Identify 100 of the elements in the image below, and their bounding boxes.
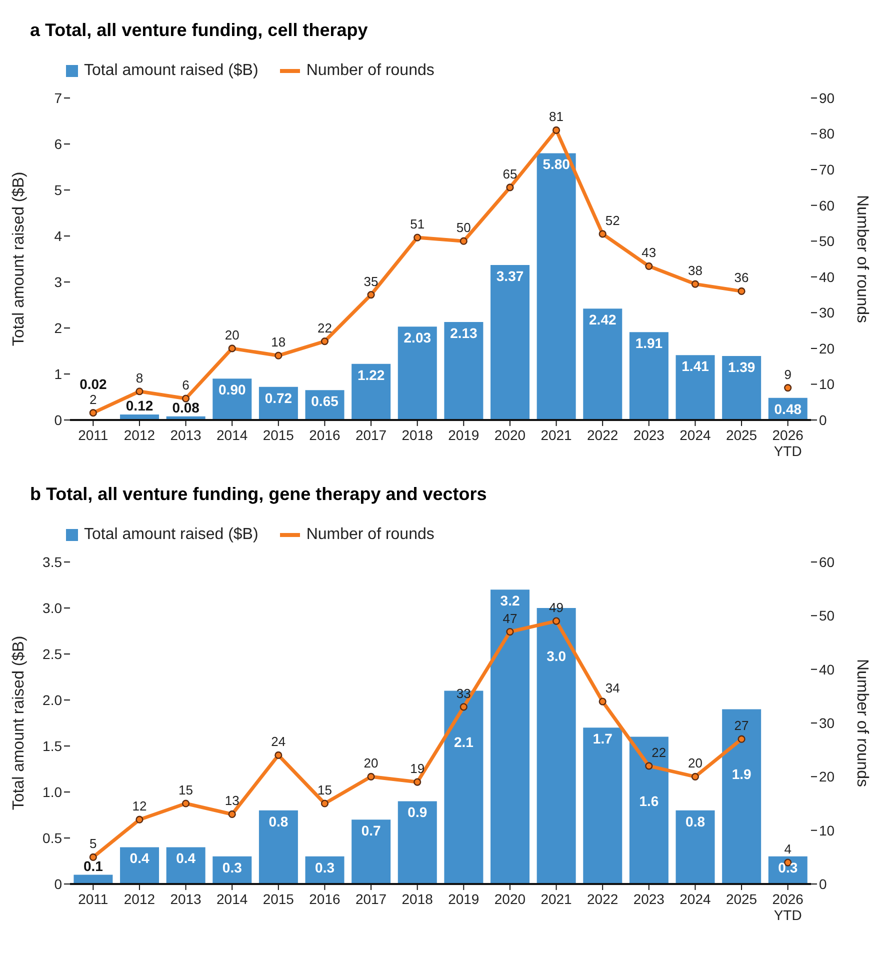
y-axis-title: Total amount raised ($B) bbox=[10, 636, 28, 810]
data-label: 15 bbox=[178, 782, 194, 798]
data-label: 3.0 bbox=[546, 648, 566, 664]
x-tick-label: 2020 bbox=[494, 427, 526, 443]
y-tick-label: 4 bbox=[54, 228, 62, 244]
data-label: 20 bbox=[688, 756, 702, 771]
x-tick-label: 2015 bbox=[262, 891, 294, 907]
data-label: 0.12 bbox=[126, 397, 154, 414]
x-tick-label: 2015 bbox=[262, 427, 294, 443]
data-label: 13 bbox=[224, 793, 240, 808]
y-tick-label: 2.0 bbox=[42, 692, 62, 708]
chart-title: a Total, all venture funding, cell therapy bbox=[29, 19, 369, 42]
data-label: 27 bbox=[734, 718, 749, 734]
data-label: 22 bbox=[652, 744, 666, 760]
data-label: 20 bbox=[224, 327, 240, 342]
x-tick-label: 2012 bbox=[124, 891, 156, 907]
data-label: 81 bbox=[549, 109, 564, 124]
data-label: 1.41 bbox=[682, 358, 710, 374]
y-tick-label: 7 bbox=[54, 90, 62, 106]
x-tick-label: 2023 bbox=[633, 891, 665, 907]
data-label: 36 bbox=[734, 270, 749, 286]
x-tick-label: 2011 bbox=[78, 891, 108, 907]
data-label: 0.72 bbox=[264, 390, 292, 406]
data-label: 0.7 bbox=[361, 822, 382, 839]
data-label: 0.8 bbox=[686, 813, 706, 830]
x-tick-label: 2016 bbox=[309, 891, 340, 907]
y2-axis-title: Number of rounds bbox=[853, 658, 870, 788]
data-label: 49 bbox=[549, 600, 564, 616]
y-axis-title: Total amount raised ($B) bbox=[10, 172, 28, 346]
x-tick-label: 2021 bbox=[540, 427, 572, 443]
x-tick-label: 2025 bbox=[726, 427, 758, 443]
x-tick-label: 2025 bbox=[726, 891, 758, 907]
data-label: 15 bbox=[317, 782, 332, 798]
y2-tick-label: 90 bbox=[819, 90, 835, 106]
y2-tick-label: 0 bbox=[819, 876, 827, 892]
data-label: 5 bbox=[90, 836, 97, 852]
x-tick-label: 2022 bbox=[587, 427, 618, 443]
data-label: 22 bbox=[317, 320, 332, 336]
x-tick-label: 2014 bbox=[216, 891, 248, 907]
data-label: 35 bbox=[364, 274, 378, 289]
data-label: 2.42 bbox=[589, 312, 616, 328]
data-label: 19 bbox=[410, 761, 425, 776]
x-tick-label: 2012 bbox=[124, 427, 156, 443]
data-label: 24 bbox=[271, 734, 286, 750]
x-tick-label: 2021 bbox=[540, 891, 572, 907]
y2-axis-title: Number of rounds bbox=[853, 194, 870, 324]
x-tick-label: 2024 bbox=[680, 891, 711, 907]
x-tick-label: 2022 bbox=[587, 891, 618, 907]
x-tick-label: 2019 bbox=[448, 427, 480, 443]
data-label: 8 bbox=[136, 370, 144, 386]
data-label: 0.4 bbox=[176, 850, 196, 866]
y2-tick-label: 60 bbox=[819, 197, 835, 214]
y2-tick-label: 10 bbox=[819, 822, 835, 838]
x-tick-label: 2011 bbox=[78, 427, 108, 443]
data-label: 47 bbox=[502, 610, 518, 626]
data-label: 0.4 bbox=[130, 850, 150, 866]
data-label: 0.08 bbox=[172, 399, 200, 416]
data-label: 20 bbox=[364, 756, 378, 771]
data-label: 0.3 bbox=[222, 859, 242, 876]
data-label: 0.8 bbox=[268, 813, 288, 830]
x-tick-label: 2017 bbox=[355, 427, 387, 443]
data-label: 1.7 bbox=[592, 730, 613, 747]
data-label: 1.9 bbox=[732, 766, 752, 782]
legend-label: Number of rounds bbox=[306, 62, 434, 80]
x-tick-label: 2013 bbox=[170, 891, 202, 907]
data-label: 0.65 bbox=[311, 393, 339, 410]
data-label: 34 bbox=[605, 680, 620, 696]
data-label: 3.37 bbox=[496, 268, 524, 284]
data-label: 0.3 bbox=[315, 859, 335, 876]
y-tick-label: 1.5 bbox=[42, 738, 62, 754]
x-tick-label: 2016 bbox=[309, 427, 340, 443]
x-tick-label: 2026 YTD bbox=[772, 891, 804, 923]
data-label: 51 bbox=[410, 216, 425, 232]
y-tick-label: 2.5 bbox=[42, 646, 62, 662]
y2-tick-label: 30 bbox=[819, 304, 835, 321]
data-label: 2.13 bbox=[450, 325, 478, 342]
y2-tick-label: 10 bbox=[819, 376, 835, 392]
x-tick-label: 2026 YTD bbox=[772, 427, 804, 459]
x-tick-label: 2013 bbox=[170, 427, 202, 443]
data-label: 5.80 bbox=[542, 156, 570, 172]
data-label: 0.48 bbox=[774, 400, 802, 417]
y2-tick-label: 30 bbox=[819, 714, 835, 731]
y-tick-label: 3.0 bbox=[42, 600, 62, 616]
y2-tick-label: 50 bbox=[819, 608, 835, 624]
y-tick-label: 2 bbox=[54, 320, 62, 336]
y2-tick-label: 40 bbox=[819, 268, 835, 285]
data-label: 38 bbox=[688, 263, 702, 278]
y2-tick-label: 0 bbox=[819, 412, 827, 428]
y2-tick-label: 60 bbox=[819, 554, 835, 570]
y-tick-label: 1.0 bbox=[42, 784, 62, 800]
legend-label: Total amount raised ($B) bbox=[84, 526, 258, 544]
data-label: 1.22 bbox=[357, 366, 385, 383]
x-tick-label: 2014 bbox=[216, 427, 248, 443]
data-label: 2.03 bbox=[404, 330, 432, 346]
y-tick-label: 3.5 bbox=[42, 554, 62, 570]
y2-tick-label: 20 bbox=[819, 340, 835, 356]
y-tick-label: 1 bbox=[54, 366, 62, 382]
data-label: 1.91 bbox=[635, 335, 663, 352]
x-tick-label: 2023 bbox=[633, 427, 665, 443]
data-label: 43 bbox=[642, 245, 656, 260]
